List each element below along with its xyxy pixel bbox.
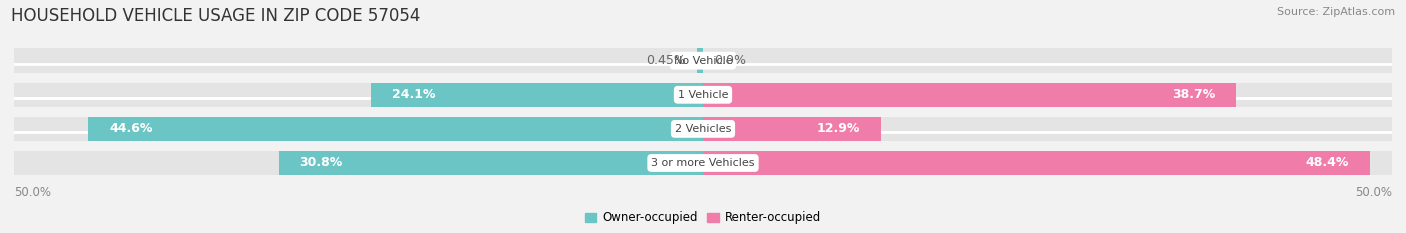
Text: 0.45%: 0.45% xyxy=(645,54,686,67)
Bar xyxy=(703,116,880,141)
Text: 3 or more Vehicles: 3 or more Vehicles xyxy=(651,158,755,168)
Text: 2 Vehicles: 2 Vehicles xyxy=(675,124,731,134)
Text: 30.8%: 30.8% xyxy=(299,157,343,169)
Text: 44.6%: 44.6% xyxy=(110,122,152,135)
Text: Source: ZipAtlas.com: Source: ZipAtlas.com xyxy=(1277,7,1395,17)
Bar xyxy=(371,82,703,107)
Text: 12.9%: 12.9% xyxy=(817,122,860,135)
Legend: Owner-occupied, Renter-occupied: Owner-occupied, Renter-occupied xyxy=(579,206,827,229)
Bar xyxy=(278,151,703,175)
Text: 24.1%: 24.1% xyxy=(392,88,434,101)
Text: 38.7%: 38.7% xyxy=(1173,88,1216,101)
Text: 1 Vehicle: 1 Vehicle xyxy=(678,90,728,100)
Bar xyxy=(703,82,1236,107)
Bar xyxy=(89,116,703,141)
Text: HOUSEHOLD VEHICLE USAGE IN ZIP CODE 57054: HOUSEHOLD VEHICLE USAGE IN ZIP CODE 5705… xyxy=(11,7,420,25)
Bar xyxy=(14,48,1392,73)
Bar xyxy=(697,48,703,73)
Bar xyxy=(703,151,1369,175)
Text: 50.0%: 50.0% xyxy=(1355,186,1392,199)
Text: No Vehicle: No Vehicle xyxy=(673,56,733,66)
Bar xyxy=(14,82,1392,107)
Text: 50.0%: 50.0% xyxy=(14,186,51,199)
Bar xyxy=(14,116,1392,141)
Bar xyxy=(14,151,1392,175)
Text: 48.4%: 48.4% xyxy=(1306,157,1350,169)
Text: 0.0%: 0.0% xyxy=(714,54,747,67)
